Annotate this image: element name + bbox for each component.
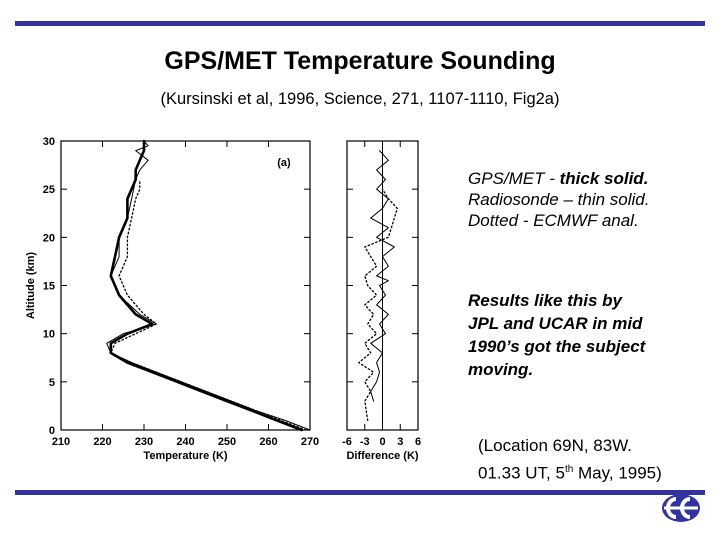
y-tick-label: 0 <box>49 425 55 437</box>
date-suffix: May, 1995) <box>573 463 662 483</box>
x-tick-label: -6 <box>342 436 352 448</box>
x-tick-label: 230 <box>135 436 153 448</box>
y-tick-label: 30 <box>43 136 55 148</box>
location-note: (Location 69N, 83W. 01.33 UT, 5th May, 1… <box>478 434 662 486</box>
y-tick-label: 5 <box>49 377 55 389</box>
y-axis-title: Altitude (km) <box>25 252 37 320</box>
gpsmet-series-line <box>109 139 304 432</box>
x-tick-label: 210 <box>52 436 70 448</box>
temperature-panel: 210 220 230 240 250 260 270 0 5 10 15 20 25 30 Tempera… <box>25 136 319 462</box>
x-tick-label: 3 <box>397 436 403 448</box>
legend-text: GPS/MET - thick solid. Radiosonde – thin… <box>468 168 649 231</box>
bottom-divider <box>15 490 705 495</box>
ordinal-suffix: th <box>564 464 574 475</box>
location-line: (Location 69N, 83W. <box>478 436 633 455</box>
panel-label: (a) <box>277 157 291 169</box>
ecmwf-series-line <box>358 188 398 422</box>
legend-radiosonde: Radiosonde – thin solid. <box>468 190 650 209</box>
x-tick-label: 220 <box>93 436 111 448</box>
slide-title: GPS/MET Temperature Sounding <box>164 47 556 75</box>
top-divider <box>15 21 705 26</box>
y-tick-label: 20 <box>43 232 55 244</box>
x-axis-title: Difference (K) <box>346 450 418 462</box>
x-tick-label: 0 <box>379 436 385 448</box>
difference-panel: -6 -3 0 3 6 Difference (K) <box>342 140 421 462</box>
legend-ecmwf: Dotted - ECMWF anal. <box>468 211 639 230</box>
sounding-figure: 210 220 230 240 250 260 270051015202530Tempera… <box>25 136 421 462</box>
radiosonde-series-line <box>370 150 395 402</box>
x-axis-title: Temperature (K) <box>143 450 227 462</box>
ecmwf-series-line <box>110 178 307 431</box>
results-line: 1990’s got the subject <box>468 337 646 356</box>
y-tick-label: 10 <box>43 329 55 341</box>
results-line: Results like this by <box>468 291 622 310</box>
time-prefix: 01.33 UT, 5 <box>478 463 565 483</box>
x-tick-label: 260 <box>259 436 277 448</box>
legend-gpsmet-style: thick solid. <box>559 169 649 188</box>
time-line: 01.33 UT, 5th May, 1995) <box>478 458 662 486</box>
plot-frame <box>60 140 311 431</box>
x-tick-label: 6 <box>415 436 421 448</box>
results-line: JPL and UCAR in mid <box>468 314 643 333</box>
x-tick-label: 250 <box>218 436 236 448</box>
legend-gpsmet-label: GPS/MET - <box>468 169 560 188</box>
x-tick-label: -3 <box>360 436 370 448</box>
y-tick-label: 15 <box>43 281 55 293</box>
x-tick-label: 240 <box>176 436 194 448</box>
ecmwf-logo-icon <box>662 494 700 522</box>
results-line: moving. <box>468 360 534 379</box>
y-tick-label: 25 <box>43 184 55 196</box>
x-tick-label: 270 <box>301 436 319 448</box>
slide-subtitle: (Kursinski et al, 1996, Science, 271, 11… <box>160 90 560 108</box>
results-note: Results like this by JPL and UCAR in mid… <box>468 289 645 381</box>
radiosonde-series-line <box>106 140 311 431</box>
